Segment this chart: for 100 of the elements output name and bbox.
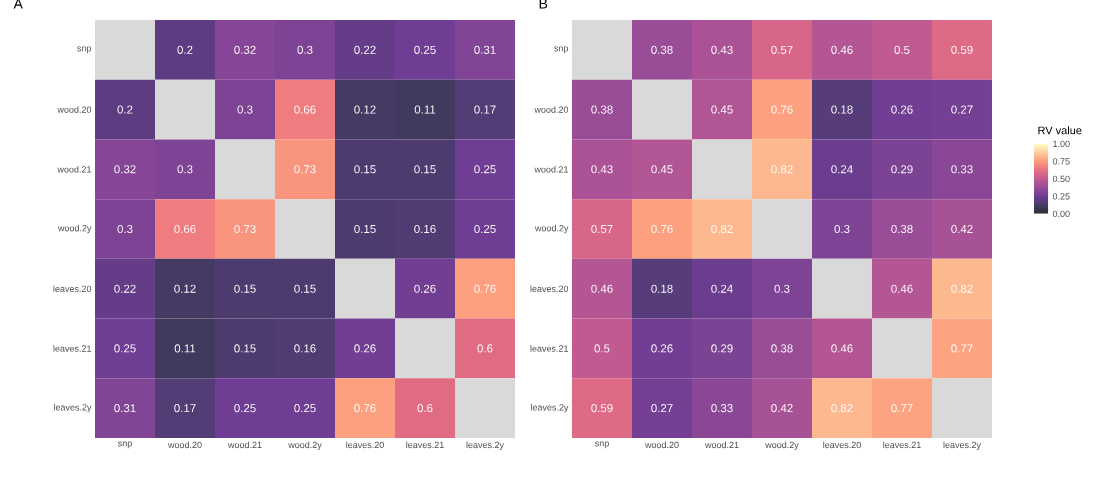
data-label: 0.25 bbox=[474, 165, 496, 174]
data-label: 0.25 bbox=[114, 344, 136, 353]
x-tick-label: wood.20 bbox=[167, 441, 202, 449]
data-label: 0.76 bbox=[354, 404, 376, 413]
x-tick-label: leaves.20 bbox=[823, 441, 861, 449]
data-label: 0.18 bbox=[651, 284, 673, 293]
y-tick-label: wood.20 bbox=[534, 106, 569, 113]
data-label: 0.46 bbox=[891, 284, 913, 293]
data-label: 0.15 bbox=[234, 284, 256, 293]
x-tick-label: leaves.2y bbox=[943, 441, 981, 450]
data-label: 0.46 bbox=[831, 45, 853, 54]
data-label: 0.32 bbox=[234, 45, 256, 54]
data-label: 0.38 bbox=[651, 45, 673, 54]
data-label: 0.76 bbox=[474, 284, 496, 293]
data-label: 0.12 bbox=[174, 284, 196, 293]
data-label: 0.3 bbox=[237, 105, 253, 114]
y-tick-label: snp bbox=[554, 46, 569, 54]
y-tick-label: snp bbox=[77, 46, 92, 54]
data-label: 0.73 bbox=[294, 165, 316, 174]
data-label: 0.6 bbox=[417, 404, 433, 413]
y-tick-label: leaves.2y bbox=[54, 403, 92, 413]
color-bar-label: 0.00 bbox=[1052, 210, 1070, 218]
data-label: 0.11 bbox=[414, 105, 436, 114]
data-label: 0.43 bbox=[711, 45, 733, 54]
data-label: 0.25 bbox=[474, 224, 496, 234]
data-label: 0.25 bbox=[414, 45, 436, 54]
y-tick-label: wood.20 bbox=[57, 106, 92, 113]
y-tick-label: wood.21 bbox=[534, 165, 569, 173]
data-label: 0.24 bbox=[711, 284, 733, 293]
data-label: 0.5 bbox=[594, 344, 610, 353]
data-label: 0.12 bbox=[354, 105, 376, 114]
y-tick-label: wood.21 bbox=[57, 165, 92, 173]
data-label: 0.66 bbox=[174, 224, 196, 234]
data-label: 0.82 bbox=[951, 284, 973, 293]
data-label: 0.15 bbox=[294, 284, 316, 293]
data-label: 0.76 bbox=[771, 105, 793, 114]
data-label: 0.22 bbox=[354, 45, 376, 54]
color-bar-label: 0.75 bbox=[1052, 158, 1070, 165]
x-tick-label: leaves.20 bbox=[346, 441, 384, 449]
data-label: 0.24 bbox=[831, 165, 853, 174]
x-tick-label: snp bbox=[118, 441, 132, 449]
data-label: 0.73 bbox=[234, 224, 256, 234]
y-tick-label: leaves.21 bbox=[530, 345, 569, 352]
data-label: 0.15 bbox=[414, 165, 436, 174]
data-label: 0.15 bbox=[354, 224, 376, 234]
data-label: 0.57 bbox=[771, 45, 793, 54]
data-label: 0.27 bbox=[951, 105, 973, 114]
y-tick-label: leaves.2y bbox=[531, 403, 569, 413]
data-label: 0.3 bbox=[774, 284, 790, 293]
data-label: 0.26 bbox=[414, 284, 436, 293]
data-label: 0.31 bbox=[114, 404, 136, 413]
data-label: 0.46 bbox=[591, 284, 613, 293]
data-label: 0.15 bbox=[234, 344, 256, 353]
data-label: 0.45 bbox=[711, 105, 733, 114]
data-label: 0.33 bbox=[951, 165, 973, 174]
data-label: 0.42 bbox=[951, 224, 973, 234]
data-label: 0.17 bbox=[174, 404, 196, 413]
color-bar-label: 0.25 bbox=[1052, 193, 1070, 200]
data-label: 0.15 bbox=[354, 165, 376, 174]
y-tick-label: leaves.20 bbox=[53, 285, 92, 293]
data-label: 0.6 bbox=[477, 344, 493, 353]
data-label: 0.3 bbox=[834, 224, 850, 234]
data-label: 0.5 bbox=[894, 45, 910, 54]
data-label: 0.18 bbox=[831, 105, 853, 114]
data-label: 0.38 bbox=[771, 344, 793, 353]
data-label: 0.16 bbox=[294, 344, 316, 353]
data-label: 0.59 bbox=[591, 404, 613, 413]
data-label: 0.66 bbox=[294, 105, 316, 114]
data-label: 0.82 bbox=[711, 224, 733, 234]
x-tick-label: leaves.21 bbox=[406, 441, 444, 449]
data-label: 0.29 bbox=[711, 344, 733, 353]
data-label: 0.26 bbox=[651, 344, 673, 353]
data-label: 0.45 bbox=[651, 165, 673, 174]
data-label: 0.25 bbox=[294, 404, 316, 413]
data-label: 0.26 bbox=[354, 344, 376, 353]
data-label: 0.2 bbox=[177, 45, 193, 54]
data-label: 0.17 bbox=[474, 105, 496, 114]
data-label: 0.2 bbox=[117, 105, 133, 114]
x-tick-label: wood.21 bbox=[227, 441, 262, 449]
data-label: 0.3 bbox=[297, 45, 313, 54]
data-label: 0.77 bbox=[891, 404, 913, 413]
y-tick-label: wood.2y bbox=[57, 224, 92, 234]
data-label: 0.43 bbox=[591, 165, 613, 174]
data-label: 0.16 bbox=[414, 224, 436, 234]
x-tick-label: snp bbox=[595, 441, 609, 449]
data-label: 0.82 bbox=[771, 165, 793, 174]
color-bar-title: RV value bbox=[1038, 126, 1082, 135]
y-tick-label: leaves.20 bbox=[530, 285, 569, 293]
data-label: 0.42 bbox=[771, 404, 793, 413]
color-bar-label: 1.00 bbox=[1053, 140, 1070, 148]
data-label: 0.82 bbox=[831, 404, 853, 413]
data-label: 0.25 bbox=[234, 404, 256, 413]
data-label: 0.46 bbox=[831, 344, 853, 353]
data-label: 0.59 bbox=[951, 45, 973, 54]
data-label: 0.29 bbox=[891, 165, 913, 174]
x-tick-label: wood.20 bbox=[644, 441, 679, 449]
data-label: 0.11 bbox=[174, 344, 196, 353]
data-label: 0.27 bbox=[651, 404, 673, 413]
y-tick-label: wood.2y bbox=[534, 224, 569, 234]
data-label: 0.3 bbox=[117, 224, 133, 234]
